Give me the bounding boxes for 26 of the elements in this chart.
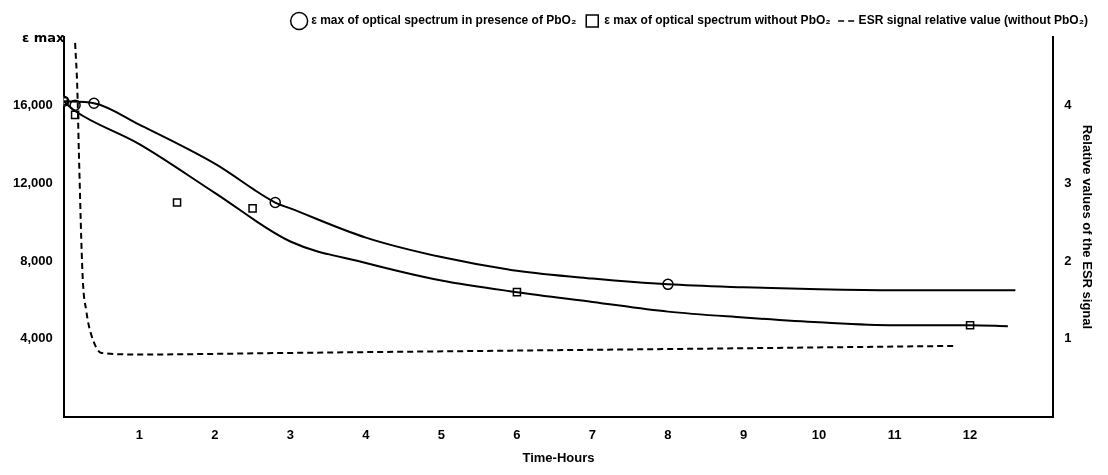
y-tick-label: 4,000 [20,330,53,346]
y2-tick-label: 1 [1064,330,1072,346]
y-tick-label: 12,000 [13,174,53,190]
x-axis-title: Time-Hours [522,449,595,465]
x-tick-label: 4 [362,427,371,443]
y-tick-label: 8,000 [20,252,53,268]
y-axis-title: ε max [22,30,65,45]
x-tick-label: 7 [588,427,597,443]
x-tick-label: 10 [811,427,827,443]
x-tick-label: 6 [513,427,521,443]
x-tick-label: 1 [135,427,143,443]
legend-label: ESR signal relative value (without PbO₂) [858,13,1089,28]
y2-tick-label: 4 [1064,96,1073,112]
x-tick-label: 5 [437,427,446,443]
x-tick-label: 2 [211,427,219,443]
y2-tick-label: 3 [1064,174,1072,190]
legend-label: ε max of optical spectrum without PbO₂ [604,13,831,28]
y2-tick-label: 2 [1064,252,1072,268]
x-tick-label: 8 [664,427,672,443]
legend-label: ε max of optical spectrum in presence of PbO₂ [311,13,577,28]
y-tick-label: 16,000 [13,96,53,112]
x-tick-label: 3 [286,427,294,443]
x-tick-label: 9 [739,427,748,443]
x-tick-label: 12 [962,427,978,443]
x-tick-label: 11 [887,427,902,443]
y2-axis-title: Relative values of the ESR signal [1079,124,1095,330]
